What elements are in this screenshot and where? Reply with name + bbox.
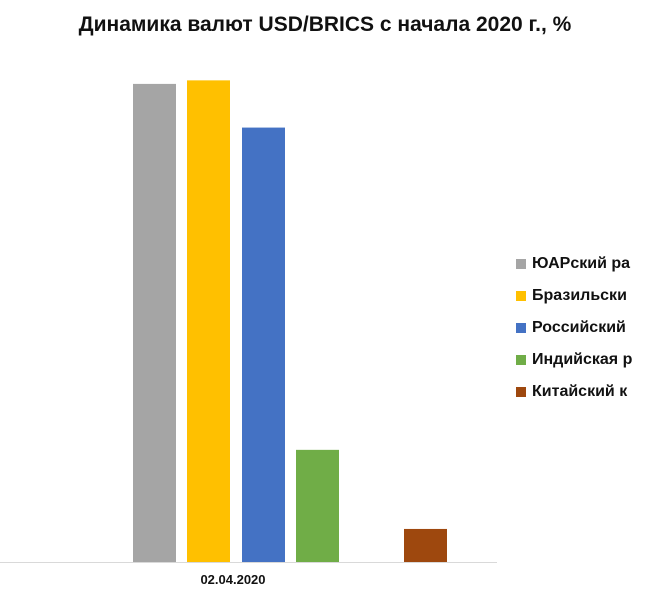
legend-item: Китайский к — [516, 376, 650, 408]
legend-label: Китайский к — [532, 383, 628, 400]
legend-item: ЮАРский ра — [516, 248, 650, 280]
legend-swatch — [516, 323, 526, 333]
bar-2 — [187, 80, 230, 563]
legend-item: Российский — [516, 312, 650, 344]
legend-swatch — [516, 259, 526, 269]
legend: ЮАРский ра Бразильски Российский Индийская … — [516, 248, 650, 408]
legend-swatch — [516, 355, 526, 365]
legend-item: Бразильски — [516, 280, 650, 312]
legend-item: Индийская р — [516, 344, 650, 376]
chart-title: Динамика валют USD/BRICS с начала 2020 г… — [78, 13, 572, 36]
legend-swatch — [516, 387, 526, 397]
legend-label: ЮАРский ра — [532, 255, 631, 272]
bar-3 — [242, 127, 285, 562]
bar-5 — [404, 528, 447, 562]
legend-label: Индийская р — [532, 351, 633, 368]
legend-swatch — [516, 291, 526, 301]
bar-4 — [296, 449, 339, 562]
bar-1 — [133, 83, 176, 562]
legend-label: Российский — [532, 319, 626, 336]
legend-label: Бразильски — [532, 287, 627, 304]
x-tick-label: 02.04.2020 — [200, 572, 265, 587]
